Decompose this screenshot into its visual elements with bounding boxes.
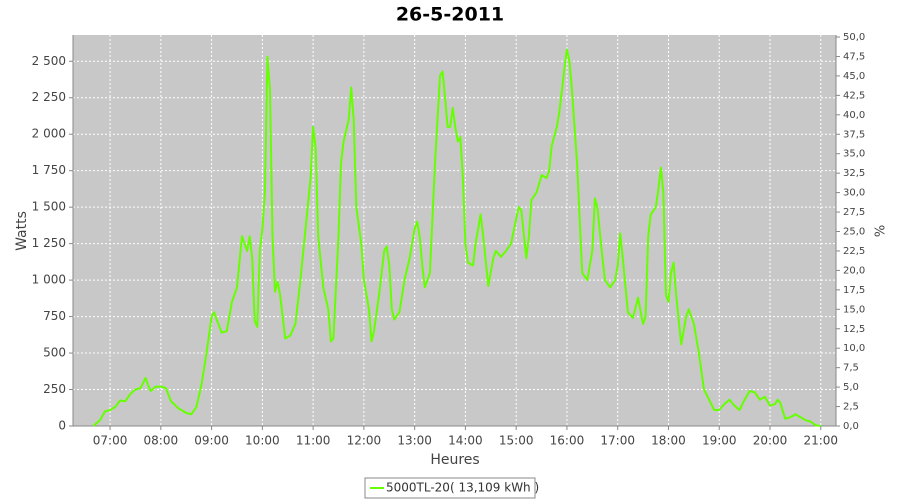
chart-title: 26-5-2011: [396, 4, 504, 26]
y2-tick-label: 30,0: [843, 188, 865, 199]
x-tick-label: 12:00: [347, 434, 382, 448]
y2-tick-label: 35,0: [843, 149, 865, 160]
x-tick-label: 16:00: [550, 434, 585, 448]
x-tick-label: 18:00: [651, 434, 686, 448]
y2-tick-label: 47,5: [843, 51, 865, 62]
plot-area: [73, 35, 836, 426]
y2-tick-label: 50,0: [843, 32, 865, 43]
x-tick-label: 19:00: [702, 434, 737, 448]
y-tick-label: 1 250: [32, 236, 66, 250]
y-tick-label: 1 750: [32, 163, 66, 177]
x-tick-label: 15:00: [499, 434, 534, 448]
y2-tick-label: 42,5: [843, 90, 865, 101]
x-tick-label: 08:00: [144, 434, 179, 448]
x-tick-label: 10:00: [245, 434, 280, 448]
y2-tick-label: 37,5: [843, 129, 865, 140]
y2-tick-label: 0,0: [843, 421, 859, 432]
y2-tick-label: 5,0: [843, 382, 859, 393]
y-tick-label: 1 500: [32, 200, 66, 214]
y2-tick-label: 10,0: [843, 343, 865, 354]
y-axis-label: Watts: [14, 211, 30, 251]
y2-axis-label: %: [874, 225, 889, 237]
y-tick-label: 2 000: [32, 127, 66, 141]
x-axis-label: Heures: [430, 452, 479, 468]
x-tick-label: 14:00: [448, 434, 483, 448]
y2-tick-label: 17,5: [843, 285, 865, 296]
y-tick-label: 1 000: [32, 273, 66, 287]
data-line: [92, 48, 821, 427]
x-tick-label: 11:00: [296, 434, 331, 448]
y2-tick-label: 22,5: [843, 246, 865, 257]
x-tick-label: 09:00: [194, 434, 229, 448]
y-tick-label: 750: [43, 309, 66, 323]
y2-tick-label: 40,0: [843, 110, 865, 121]
x-tick-label: 20:00: [753, 434, 788, 448]
y2-tick-label: 32,5: [843, 168, 865, 179]
x-tick-label: 17:00: [600, 434, 635, 448]
y-tick-label: 2 500: [32, 54, 66, 68]
y2-tick-label: 15,0: [843, 304, 865, 315]
y2-tick-label: 25,0: [843, 227, 865, 238]
y-tick-label: 250: [43, 382, 66, 396]
x-tick-label: 07:00: [93, 434, 128, 448]
y2-tick-label: 27,5: [843, 207, 865, 218]
legend-label: 5000TL-20( 13,109 kWh ): [386, 481, 539, 495]
y-tick-label: 0: [58, 419, 66, 433]
y-tick-label: 500: [43, 346, 66, 360]
y2-tick-label: 2,5: [843, 402, 859, 413]
y2-tick-label: 12,5: [843, 324, 865, 335]
y2-tick-label: 7,5: [843, 363, 859, 374]
y-tick-label: 2 250: [32, 90, 66, 104]
y2-tick-label: 45,0: [843, 71, 865, 82]
x-tick-label: 13:00: [397, 434, 432, 448]
x-tick-label: 21:00: [803, 434, 838, 448]
y2-tick-label: 20,0: [843, 265, 865, 276]
legend: [364, 477, 536, 499]
